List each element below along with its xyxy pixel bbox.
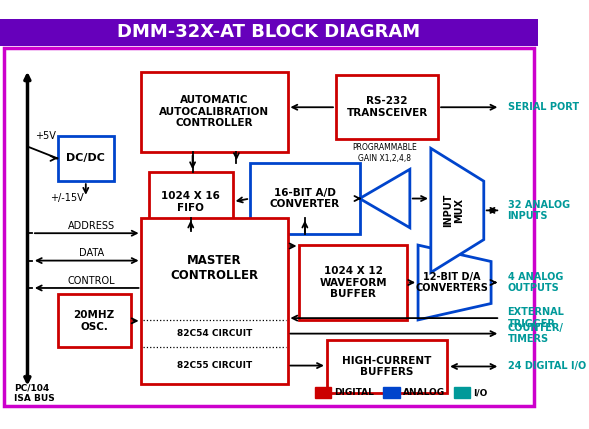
Text: I/O: I/O [473, 388, 487, 397]
Text: INPUT
MUX: INPUT MUX [443, 194, 465, 227]
Text: 82C55 CIRCUIT: 82C55 CIRCUIT [177, 361, 252, 370]
Bar [149, 172, 233, 231]
Text: 12-BIT D/A
CONVERTERS: 12-BIT D/A CONVERTERS [415, 272, 488, 293]
Polygon shape [431, 148, 484, 272]
Bar [58, 136, 114, 181]
Text: HIGH-CURRENT
BUFFERS: HIGH-CURRENT BUFFERS [342, 356, 432, 377]
Bar [327, 340, 447, 393]
Text: COUNTER/
TIMERS: COUNTER/ TIMERS [508, 323, 564, 344]
Text: ADDRESS: ADDRESS [68, 221, 115, 231]
Text: DIGITAL: DIGITAL [334, 388, 374, 397]
Text: 82C54 CIRCUIT: 82C54 CIRCUIT [177, 329, 252, 338]
Bar [58, 294, 131, 347]
Text: SERIAL PORT: SERIAL PORT [508, 102, 578, 112]
Bar [141, 72, 287, 152]
Text: 1024 X 16
FIFO: 1024 X 16 FIFO [161, 191, 220, 212]
Text: CONTROL: CONTROL [68, 276, 115, 286]
Bar [336, 76, 438, 139]
Text: 16-BIT A/D
CONVERTER: 16-BIT A/D CONVERTER [270, 188, 340, 209]
Text: 24 DIGITAL I/O: 24 DIGITAL I/O [508, 362, 585, 372]
Text: 32 ANALOG
INPUTS: 32 ANALOG INPUTS [508, 199, 570, 221]
Text: PC/104
ISA BUS: PC/104 ISA BUS [14, 383, 54, 403]
Text: +5V: +5V [35, 130, 55, 141]
Text: AUTOMATIC
AUTOCALIBRATION
CONTROLLER: AUTOMATIC AUTOCALIBRATION CONTROLLER [160, 95, 270, 128]
Text: DATA: DATA [79, 248, 104, 258]
Bar [141, 218, 287, 384]
Bar [299, 245, 407, 320]
Text: +/-15V: +/-15V [49, 193, 84, 202]
Text: 20MHZ
OSC.: 20MHZ OSC. [74, 310, 115, 332]
Bar [315, 387, 332, 399]
Text: MASTER
CONTROLLER: MASTER CONTROLLER [170, 254, 259, 282]
Text: ANALOG: ANALOG [402, 388, 445, 397]
Bar [250, 163, 360, 234]
Polygon shape [360, 169, 410, 228]
Bar [454, 387, 470, 399]
Text: 1024 X 12
WAVEFORM
BUFFER: 1024 X 12 WAVEFORM BUFFER [319, 266, 387, 299]
Text: PROGRAMMABLE
GAIN X1,2,4,8: PROGRAMMABLE GAIN X1,2,4,8 [352, 143, 417, 163]
Bar [0, 19, 538, 46]
Bar [383, 387, 400, 399]
Text: RS-232
TRANSCEIVER: RS-232 TRANSCEIVER [346, 97, 428, 118]
Text: 4 ANALOG
OUTPUTS: 4 ANALOG OUTPUTS [508, 272, 563, 293]
Text: DMM-32X-AT BLOCK DIAGRAM: DMM-32X-AT BLOCK DIAGRAM [117, 24, 421, 42]
Polygon shape [418, 245, 491, 320]
Text: DC/DC: DC/DC [67, 153, 105, 163]
Text: EXTERNAL
TRIGGER: EXTERNAL TRIGGER [508, 307, 564, 329]
